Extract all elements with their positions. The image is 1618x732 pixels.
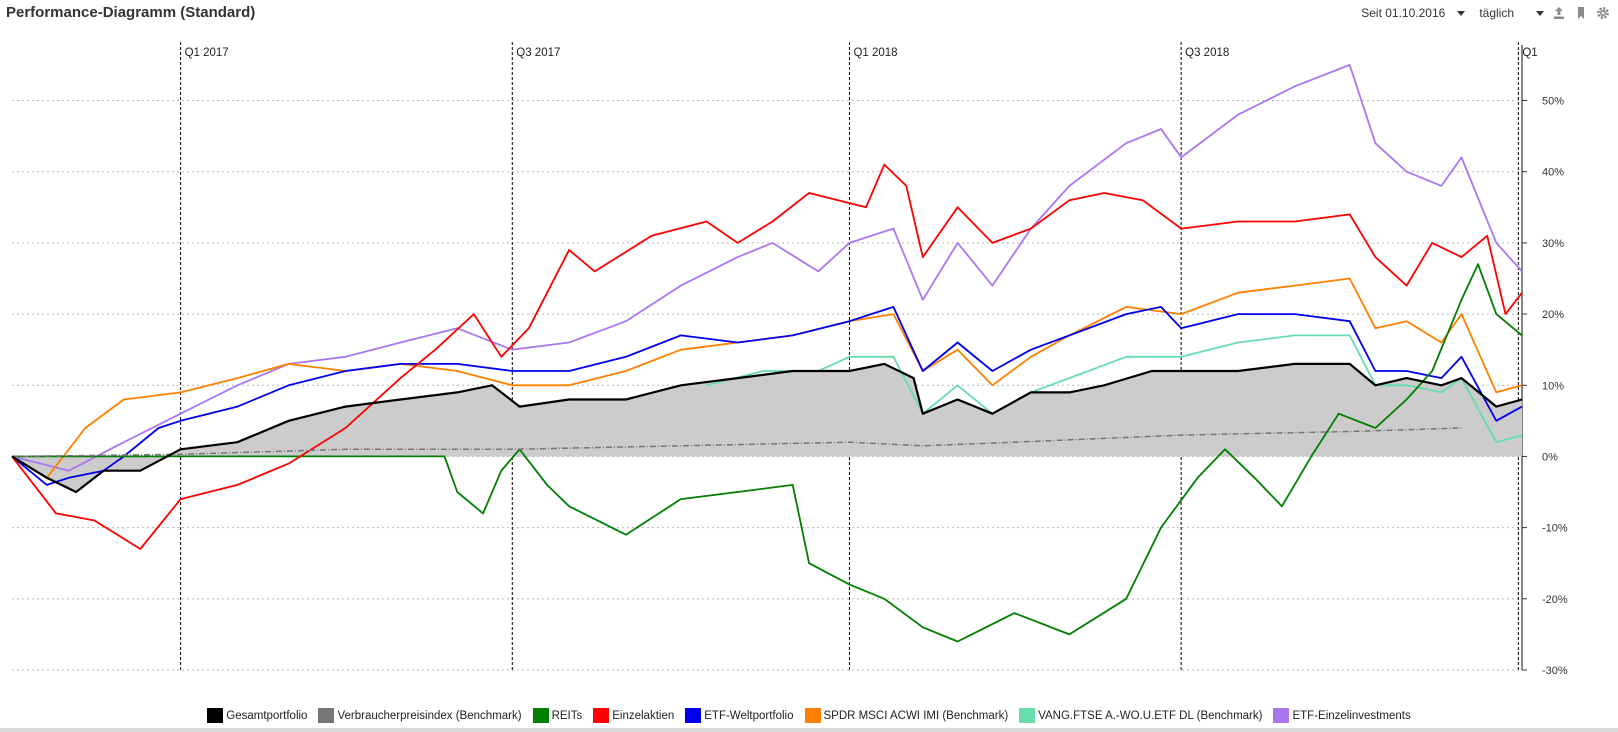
y-tick-label: 30% — [1542, 238, 1564, 250]
legend-label: REITs — [551, 709, 583, 722]
legend-item[interactable]: Verbraucherpreisindex (Benchmark) — [318, 708, 522, 723]
legend-label: Einzelaktien — [612, 709, 675, 722]
series-line — [12, 263, 1523, 643]
legend-swatch — [207, 708, 224, 723]
legend-swatch — [1273, 708, 1290, 723]
legend-item[interactable]: Gesamtportfolio — [207, 708, 307, 723]
series-line — [706, 334, 1523, 444]
legend-swatch — [804, 708, 821, 723]
legend-swatch — [593, 708, 610, 723]
export-icon[interactable] — [1552, 6, 1566, 20]
legend-label: SPDR MSCI ACWI IMI (Benchmark) — [823, 709, 1009, 722]
series-line — [11, 427, 1462, 458]
chart-legend: Gesamtportfolio Verbraucherpreisindex (Be… — [0, 708, 1618, 723]
status-strip — [0, 728, 1618, 732]
legend-item[interactable]: Einzelaktien — [593, 708, 674, 723]
chart-toolbar: Seit 01.10.2016 täglich — [1361, 6, 1610, 20]
legend-label: Verbraucherpreisindex (Benchmark) — [337, 709, 522, 722]
y-tick-label: -20% — [1542, 594, 1568, 606]
legend-item[interactable]: ETF-Einzelinvestments — [1273, 708, 1411, 723]
legend-swatch — [318, 708, 335, 723]
bookmark-icon[interactable] — [1574, 6, 1588, 20]
since-date-label: Seit 01.10.2016 — [1361, 6, 1446, 20]
legend-item[interactable]: ETF-Weltportfolio — [685, 708, 794, 723]
series-line — [11, 362, 1523, 494]
y-tick-label: -30% — [1542, 665, 1568, 677]
page-title: Performance-Diagramm (Standard) — [6, 4, 256, 21]
y-tick-label: 50% — [1542, 96, 1564, 108]
y-tick-label: 40% — [1542, 167, 1564, 179]
y-tick-label: -10% — [1542, 523, 1568, 535]
y-tick-label: 20% — [1542, 309, 1564, 321]
gear-icon[interactable] — [1596, 6, 1610, 20]
legend-label: VANG.FTSE A.-WO.U.ETF DL (Benchmark) — [1038, 709, 1263, 722]
legend-item[interactable]: VANG.FTSE A.-WO.U.ETF DL (Benchmark) — [1019, 708, 1262, 723]
legend-swatch — [685, 708, 702, 723]
legend-item[interactable]: REITs — [532, 708, 583, 723]
chevron-down-icon — [1536, 10, 1544, 16]
legend-swatch — [1019, 708, 1036, 723]
series-area — [12, 363, 1522, 492]
legend-item[interactable]: SPDR MSCI ACWI IMI (Benchmark) — [804, 708, 1009, 723]
legend-label: Gesamtportfolio — [226, 709, 308, 722]
legend-label: ETF-Weltportfolio — [704, 709, 794, 722]
quarter-label: Q1 2018 — [853, 47, 897, 59]
series-line — [11, 163, 1523, 550]
interval-label: täglich — [1479, 6, 1514, 20]
chevron-down-icon — [1457, 10, 1466, 16]
legend-label: ETF-Einzelinvestments — [1292, 709, 1411, 722]
legend-swatch — [532, 708, 549, 723]
quarter-label: Q1 2017 — [185, 47, 229, 59]
series-line — [11, 64, 1523, 472]
series-line — [11, 277, 1523, 479]
quarter-label: Q1 — [1522, 47, 1537, 59]
series-line — [11, 306, 1523, 486]
interval-dropdown[interactable]: täglich — [1479, 6, 1544, 20]
quarter-label: Q3 2017 — [516, 47, 560, 59]
quarter-label: Q3 2018 — [1185, 47, 1229, 59]
since-date-dropdown[interactable]: Seit 01.10.2016 — [1361, 6, 1466, 20]
y-tick-label: 10% — [1542, 380, 1564, 392]
y-tick-label: 0% — [1542, 451, 1558, 463]
